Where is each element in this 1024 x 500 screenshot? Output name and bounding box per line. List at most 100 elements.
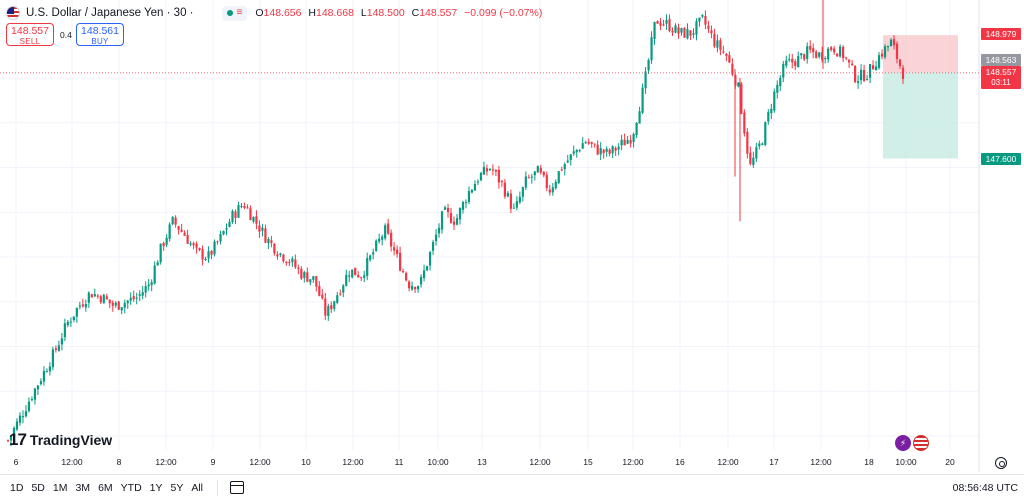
candle-body bbox=[674, 25, 677, 33]
candle-body bbox=[500, 181, 503, 183]
candle-body bbox=[656, 21, 659, 24]
candle-body bbox=[147, 284, 150, 287]
timeframe-ytd[interactable]: YTD bbox=[120, 481, 142, 494]
candle-body bbox=[458, 208, 462, 220]
candle-body bbox=[821, 52, 824, 60]
candle-body bbox=[686, 29, 689, 39]
candle-body bbox=[428, 252, 432, 266]
candle-body bbox=[369, 255, 372, 260]
candle-body bbox=[614, 147, 617, 151]
x-tick-label: 12:00 bbox=[342, 457, 364, 467]
take-profit-zone[interactable] bbox=[883, 35, 958, 73]
x-tick-label: 20 bbox=[945, 457, 955, 467]
candle-body bbox=[566, 160, 569, 163]
candle-body bbox=[180, 229, 183, 232]
candle-body bbox=[455, 218, 459, 225]
candle-body bbox=[641, 87, 644, 113]
candle-body bbox=[698, 17, 701, 22]
candle-body bbox=[48, 366, 52, 372]
timeframe-1m[interactable]: 1M bbox=[52, 481, 68, 494]
candle-body bbox=[512, 207, 515, 209]
candle-body bbox=[776, 84, 779, 93]
candle-body bbox=[294, 259, 297, 268]
candle-body bbox=[123, 302, 126, 308]
candle-body bbox=[713, 33, 716, 47]
candle-body bbox=[243, 206, 246, 208]
candle-body bbox=[497, 169, 501, 183]
candle-body bbox=[551, 187, 554, 193]
market-status-pill[interactable]: ≡ bbox=[221, 5, 248, 21]
candle-body bbox=[33, 388, 37, 400]
candle-body bbox=[842, 46, 845, 59]
candle-body bbox=[701, 15, 704, 17]
timeframe-5d[interactable]: 5D bbox=[31, 481, 45, 494]
candle-body bbox=[387, 223, 390, 234]
timeframe-1d[interactable]: 1D bbox=[10, 481, 24, 494]
timeframe-1y[interactable]: 1Y bbox=[149, 481, 163, 494]
candle-body bbox=[42, 370, 46, 382]
candle-body bbox=[548, 189, 551, 193]
candle-body bbox=[710, 30, 713, 34]
candle-body bbox=[898, 59, 902, 67]
x-tick-label: 10 bbox=[301, 457, 311, 467]
stop-loss-zone[interactable] bbox=[883, 72, 958, 159]
candle-body bbox=[851, 63, 854, 65]
candle-body bbox=[590, 142, 593, 144]
x-tick-label: 16 bbox=[675, 457, 685, 467]
candle-body bbox=[644, 71, 647, 89]
candle-body bbox=[827, 48, 830, 60]
candle-body bbox=[84, 304, 87, 308]
candle-body bbox=[506, 192, 509, 197]
candle-body bbox=[246, 207, 249, 209]
candle-body bbox=[554, 181, 557, 189]
candle-body bbox=[779, 77, 782, 87]
trade-panel: 148.557 SELL 0.4 148.561 BUY bbox=[6, 23, 124, 46]
candle-body bbox=[731, 63, 734, 75]
candle-body bbox=[108, 299, 111, 304]
candle-body bbox=[93, 293, 96, 297]
candle-body bbox=[234, 211, 237, 219]
toolbar-divider bbox=[217, 479, 219, 496]
candle-body bbox=[530, 176, 533, 178]
candle-body bbox=[366, 258, 369, 276]
symbol-title[interactable]: U.S. Dollar / Japanese Yen · 30 · bbox=[26, 7, 194, 19]
candle-body bbox=[129, 297, 132, 301]
candle-body bbox=[880, 53, 884, 57]
candle-body bbox=[815, 51, 818, 58]
candle-body bbox=[845, 57, 848, 59]
candle-body bbox=[743, 112, 746, 134]
timeframe-6m[interactable]: 6M bbox=[98, 481, 113, 494]
candle-body bbox=[877, 55, 881, 68]
buy-button[interactable]: 148.561 BUY bbox=[76, 23, 124, 46]
candle-body bbox=[629, 139, 632, 144]
timeframe-all[interactable]: All bbox=[191, 481, 204, 494]
candle-body bbox=[39, 381, 43, 385]
timeframe-5y[interactable]: 5Y bbox=[170, 481, 184, 494]
candle-body bbox=[342, 285, 345, 293]
candle-body bbox=[57, 345, 60, 351]
candle-body bbox=[27, 401, 31, 411]
candle-body bbox=[695, 21, 698, 35]
candle-body bbox=[527, 177, 530, 179]
candle-body bbox=[219, 233, 222, 242]
candle-body bbox=[482, 166, 486, 175]
candle-body bbox=[680, 28, 683, 33]
sell-button[interactable]: 148.557 SELL bbox=[6, 23, 54, 46]
candle-body bbox=[45, 371, 49, 373]
candle-body bbox=[183, 232, 186, 236]
us-flag-icon[interactable] bbox=[913, 435, 929, 451]
candle-body bbox=[623, 139, 626, 146]
chart-legend: U.S. Dollar / Japanese Yen · 30 · ≡ O148… bbox=[6, 5, 546, 21]
timeframe-3m[interactable]: 3M bbox=[75, 481, 91, 494]
candle-body bbox=[312, 276, 315, 280]
candle-body bbox=[237, 205, 240, 218]
price-chart[interactable]: 144.500145.000145.500146.000146.500147.0… bbox=[0, 0, 980, 472]
x-tick-label: 12:00 bbox=[61, 457, 83, 467]
settings-gear-icon[interactable] bbox=[995, 457, 1007, 469]
calendar-range-icon[interactable] bbox=[230, 481, 245, 494]
lightning-icon[interactable]: ⚡ bbox=[895, 435, 911, 451]
utc-clock[interactable]: 08:56:48 UTC bbox=[952, 481, 1018, 494]
candle-body bbox=[425, 266, 429, 271]
candle-body bbox=[153, 265, 156, 284]
chart-area[interactable]: 144.500145.000145.500146.000146.500147.0… bbox=[0, 0, 980, 472]
